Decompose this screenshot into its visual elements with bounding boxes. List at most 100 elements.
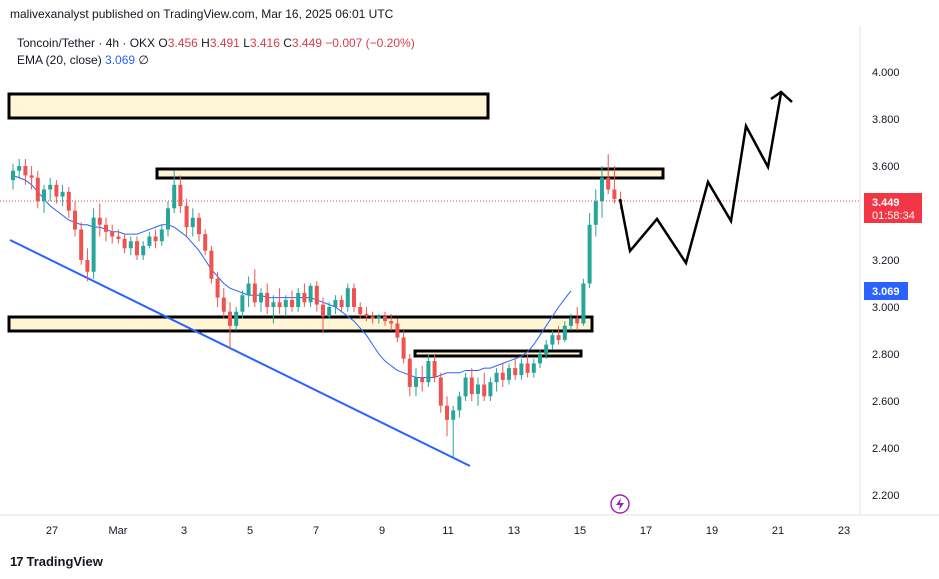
candle (538, 349, 542, 369)
change-value: −0.007 (−0.20%) (325, 36, 415, 50)
price-tick-label: 4.000 (872, 67, 900, 79)
candle (345, 283, 350, 312)
candle (17, 158, 22, 178)
candle (569, 314, 573, 331)
candle (494, 368, 499, 392)
price-tick-label: 3.600 (872, 161, 900, 173)
candle (48, 177, 53, 202)
candle (203, 229, 208, 256)
candle (376, 314, 381, 324)
time-tick-label: 21 (772, 525, 784, 537)
close-label: C (283, 36, 292, 50)
candle (172, 170, 177, 213)
close-value: 3.449 (291, 36, 322, 50)
time-tick-label: 7 (313, 525, 319, 537)
high-value: 3.491 (209, 36, 240, 50)
time-tick-label: 15 (574, 525, 586, 537)
candle (507, 363, 511, 385)
candle (128, 236, 133, 256)
candle (290, 290, 294, 312)
candle (500, 363, 505, 387)
candle (600, 166, 604, 218)
candle (476, 377, 480, 406)
candle (23, 158, 28, 185)
candle (234, 307, 239, 331)
candle (463, 372, 468, 401)
candle (184, 198, 189, 237)
candle (277, 288, 282, 315)
top-zone (7, 92, 490, 120)
time-tick-label: 19 (706, 525, 718, 537)
tradingview-footer[interactable]: 17 TradingView (10, 554, 103, 569)
candle (606, 154, 611, 195)
candle (364, 307, 369, 322)
candle (296, 288, 301, 312)
price-tick-label: 3.000 (872, 302, 900, 314)
breakout-zone (413, 349, 583, 358)
candle (513, 358, 518, 380)
candle (60, 184, 65, 206)
candle (401, 330, 406, 364)
time-tick-label: 17 (640, 525, 652, 537)
candle (389, 314, 394, 331)
candle (327, 302, 332, 319)
open-label: O (158, 36, 168, 50)
candle (525, 354, 530, 378)
candle (314, 281, 319, 312)
candle (85, 248, 90, 282)
candle (147, 231, 152, 249)
candle (141, 241, 146, 260)
chart-legend: Toncoin/Tether · 4h · OKX O3.456 H3.491 … (17, 35, 415, 69)
candle (265, 283, 270, 315)
last-price-countdown: 01:58:34 (872, 210, 915, 222)
candle (209, 245, 214, 284)
tradingview-logo-icon: 17 (10, 554, 24, 569)
candle (383, 311, 387, 326)
candle (29, 166, 34, 190)
resistance-zone (155, 167, 665, 180)
candle (593, 189, 598, 237)
candle (308, 283, 313, 307)
time-axis[interactable]: 27 Mar 3 5 7 9 11 13 15 17 19 21 23 (46, 525, 850, 537)
candle (352, 283, 356, 312)
candle (159, 224, 164, 246)
candle (519, 358, 524, 380)
symbol-label[interactable]: Toncoin/Tether · 4h · OKX (17, 36, 156, 50)
ema-badge: 3.069 (864, 282, 908, 300)
candle (420, 365, 425, 392)
candle (153, 229, 158, 249)
candle (370, 311, 375, 324)
candle (469, 368, 474, 401)
candle (482, 372, 487, 401)
projection-arrowhead (770, 90, 793, 103)
candle (445, 396, 449, 437)
candle (116, 229, 121, 244)
price-tick-label: 2.600 (872, 396, 900, 408)
trendline (9, 239, 471, 467)
candle (339, 295, 344, 312)
candle (197, 213, 201, 242)
candle (252, 269, 257, 307)
candle (562, 321, 567, 343)
candle (259, 288, 263, 312)
candle (426, 354, 431, 387)
candle (246, 276, 251, 307)
ema-value: 3.069 (105, 53, 136, 67)
candle (178, 175, 183, 213)
flash-icon[interactable] (610, 494, 630, 514)
candle (358, 302, 363, 319)
candle (73, 201, 77, 237)
candle (166, 201, 170, 237)
candle (91, 208, 96, 279)
candle (438, 372, 443, 413)
time-tick-label: Mar (109, 525, 128, 537)
ema-row: EMA (20, close) 3.069 ∅ (17, 52, 415, 69)
time-tick-label: 13 (508, 525, 520, 537)
candle (550, 330, 555, 350)
candle (575, 307, 580, 331)
candle (302, 283, 307, 307)
ema-label[interactable]: EMA (20, close) (17, 53, 102, 67)
candle (190, 208, 195, 237)
publisher-line: malivexanalyst published on TradingView.… (10, 7, 394, 21)
